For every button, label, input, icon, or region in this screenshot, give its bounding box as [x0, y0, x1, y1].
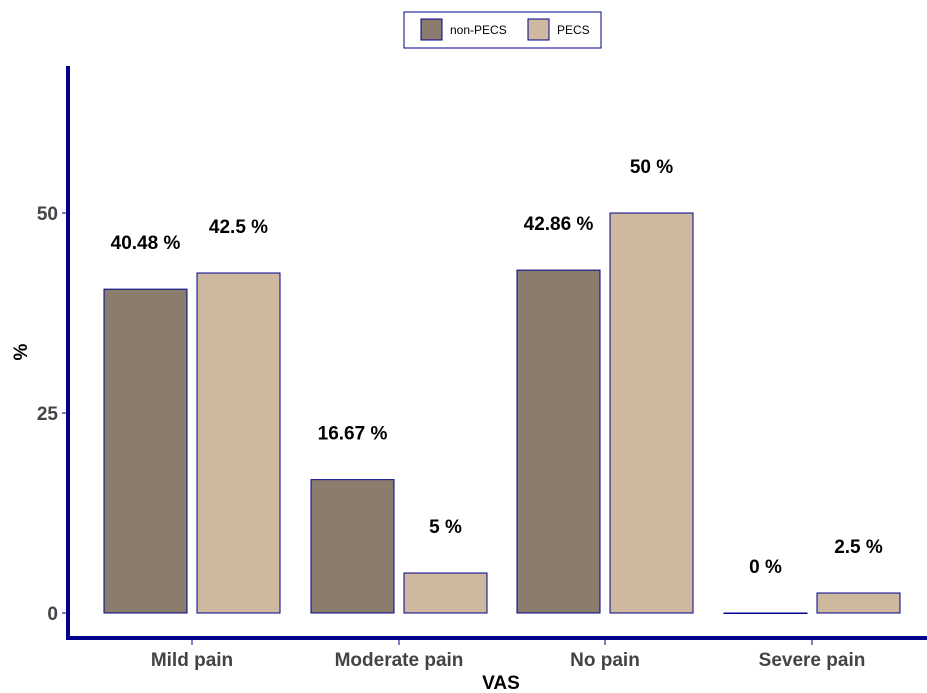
- data-label-non-pecs-no-pain: 42.86 %: [524, 214, 594, 235]
- legend-label-non-pecs: non-PECS: [450, 23, 507, 37]
- legend-key-pecs: [527, 18, 550, 41]
- x-axis-title: VAS: [482, 673, 520, 693]
- bar-non-pecs-no-pain: [516, 269, 601, 614]
- bar-pecs-no-pain: [609, 212, 694, 614]
- data-label-non-pecs-moderate-pain: 16.67 %: [318, 424, 388, 445]
- data-label-non-pecs-mild-pain: 40.48 %: [111, 233, 181, 254]
- legend: non-PECS PECS: [403, 11, 602, 49]
- bar-non-pecs-moderate-pain: [310, 479, 395, 614]
- bar-pecs-moderate-pain: [403, 572, 488, 614]
- data-label-pecs-no-pain: 50 %: [630, 157, 673, 178]
- y-tick-label-0: 0: [47, 604, 58, 625]
- x-tick-label-no-pain: No pain: [570, 650, 640, 671]
- data-label-pecs-mild-pain: 42.5 %: [209, 217, 268, 238]
- data-label-pecs-moderate-pain: 5 %: [429, 517, 462, 538]
- y-axis-title: %: [11, 343, 32, 360]
- x-tick-label-moderate-pain: Moderate pain: [335, 650, 464, 671]
- bar-pecs-mild-pain: [196, 272, 281, 614]
- bar-non-pecs-mild-pain: [103, 288, 188, 614]
- data-label-non-pecs-severe-pain: 0 %: [749, 557, 782, 578]
- y-tick-label-50: 50: [37, 204, 58, 225]
- y-tick-label-25: 25: [37, 404, 59, 425]
- legend-key-non-pecs: [420, 18, 443, 41]
- data-label-pecs-severe-pain: 2.5 %: [834, 537, 883, 558]
- legend-label-pecs: PECS: [557, 23, 590, 37]
- x-tick-label-severe-pain: Severe pain: [759, 650, 866, 671]
- bar-non-pecs-severe-pain: [723, 612, 808, 614]
- bar-pecs-severe-pain: [816, 592, 901, 614]
- x-tick-label-mild-pain: Mild pain: [151, 650, 233, 671]
